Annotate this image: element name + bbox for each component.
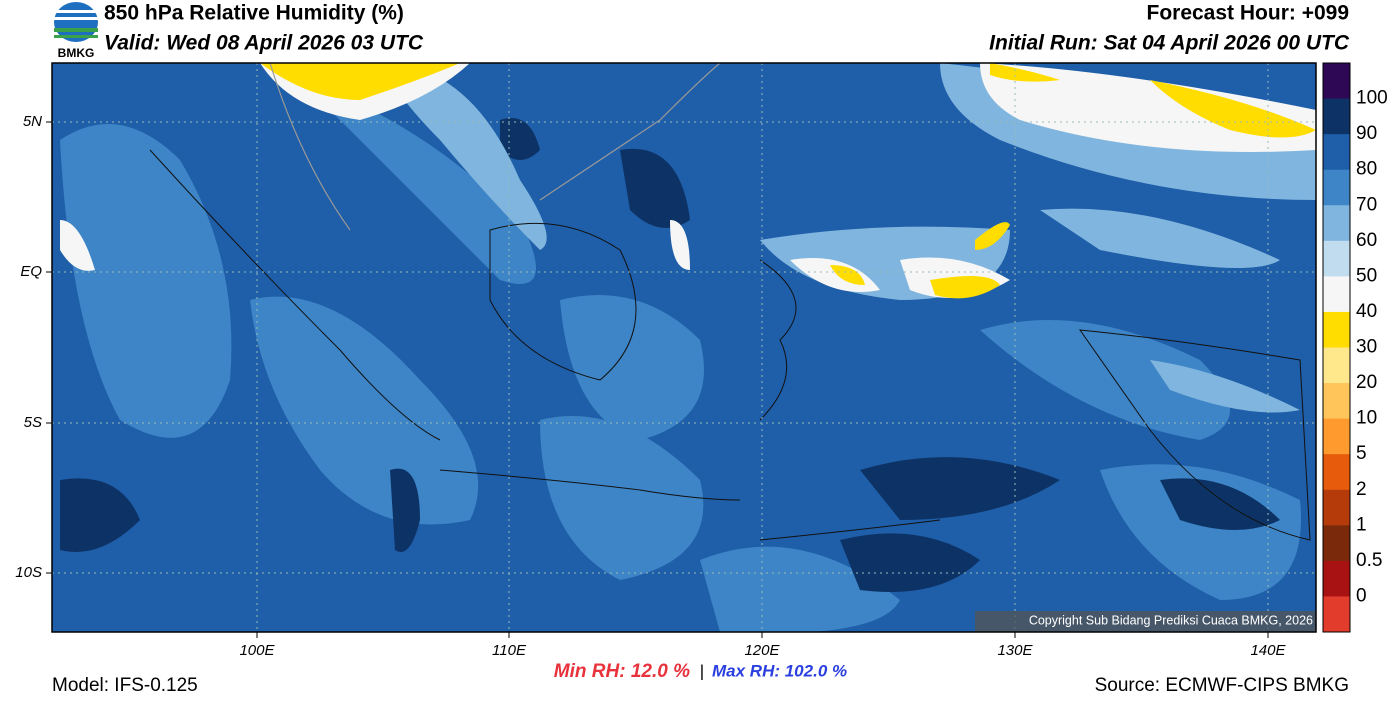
lon-label: 100E (239, 642, 275, 659)
lon-label: 140E (1250, 642, 1286, 659)
separator: | (700, 661, 704, 680)
colorbar-swatch (1323, 169, 1350, 206)
forecast-hour: Forecast Hour: +099 (1147, 2, 1350, 25)
colorbar-label: 1 (1356, 514, 1367, 535)
logo: BMKG (54, 2, 98, 60)
title: 850 hPa Relative Humidity (%) (104, 2, 404, 25)
colorbar-swatch (1323, 134, 1350, 171)
colorbar-swatch (1323, 311, 1350, 348)
colorbar-label: 90 (1356, 123, 1377, 144)
colorbar-label: 60 (1356, 230, 1377, 251)
colorbar-swatch (1323, 98, 1350, 135)
colorbar-swatch (1323, 240, 1350, 277)
colorbar-frame (1322, 62, 1351, 633)
colorbar-swatch (1323, 596, 1350, 633)
min-rh: Min RH: 12.0 % (554, 661, 690, 682)
colorbar-swatch (1323, 454, 1350, 491)
colorbar-swatch (1323, 525, 1350, 562)
source: Source: ECMWF-CIPS BMKG (1095, 675, 1349, 696)
colorbar-label: 100 (1356, 88, 1388, 109)
max-rh: Max RH: 102.0 % (712, 661, 847, 680)
lon-label: 130E (997, 642, 1033, 659)
valid-time: Valid: Wed 08 April 2026 03 UTC (104, 32, 424, 55)
colorbar-label: 30 (1356, 337, 1377, 358)
colorbar-label: 0.5 (1356, 550, 1382, 571)
colorbar-label: 40 (1356, 301, 1377, 322)
colorbar-swatch (1323, 205, 1350, 242)
map: Copyright Sub Bidang Prediksi Cuaca BMKG… (52, 63, 1316, 632)
lon-label: 110E (492, 642, 527, 659)
colorbar-swatch (1323, 63, 1350, 100)
map-frame (51, 62, 1317, 633)
colorbar: 100 90 80 70 60 50 40 30 20 10 5 2 1 0.5 0 (1322, 62, 1388, 633)
colorbar-label: 70 (1356, 194, 1377, 215)
colorbar-label: 50 (1356, 265, 1377, 286)
colorbar-label: 10 (1356, 408, 1377, 429)
lat-label: EQ (20, 263, 42, 280)
colorbar-swatch (1323, 383, 1350, 420)
colorbar-label: 0 (1356, 585, 1367, 606)
logo-text: BMKG (58, 46, 95, 60)
colorbar-swatch (1323, 418, 1350, 455)
colorbar-swatch (1323, 560, 1350, 597)
model: Model: IFS-0.125 (52, 675, 198, 696)
copyright: Copyright Sub Bidang Prediksi Cuaca BMKG… (1029, 613, 1313, 627)
colorbar-swatch (1323, 347, 1350, 384)
initial-run: Initial Run: Sat 04 April 2026 00 UTC (989, 32, 1350, 55)
lon-label: 120E (744, 642, 780, 659)
colorbar-label: 80 (1356, 159, 1377, 180)
colorbar-swatch (1323, 276, 1350, 313)
colorbar-swatch (1323, 489, 1350, 526)
lat-label: 5N (23, 113, 42, 130)
colorbar-label: 2 (1356, 479, 1367, 500)
lat-label: 5S (24, 414, 42, 431)
lat-label: 10S (15, 564, 42, 581)
colorbar-label: 20 (1356, 372, 1377, 393)
colorbar-label: 5 (1356, 443, 1367, 464)
